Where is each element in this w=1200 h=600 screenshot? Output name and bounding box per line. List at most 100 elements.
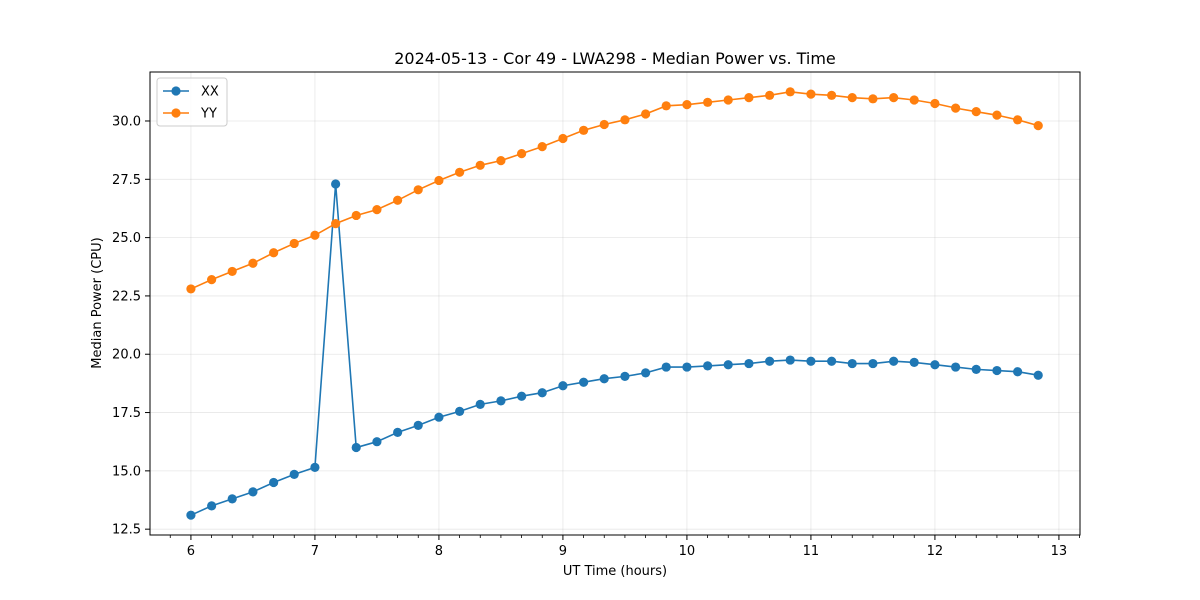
data-point-xx [703,361,713,371]
data-point-yy [227,266,237,277]
data-point-yy [744,93,754,103]
data-point-yy [289,238,299,249]
data-point-xx [744,358,754,369]
y-tick-label: 22.5 [112,289,141,304]
data-point-yy [868,94,878,104]
data-point-xx [992,365,1002,376]
y-tick-label: 20.0 [112,348,141,363]
data-point-yy [847,93,857,103]
data-point-yy [661,101,671,111]
data-point-xx [331,179,341,189]
x-tick-label: 8 [435,544,443,559]
data-point-yy [951,103,961,113]
grid [150,72,1080,535]
data-point-yy [434,175,444,186]
data-point-yy [620,115,630,125]
data-point-yy [806,89,816,99]
data-point-xx [310,462,320,472]
data-point-xx [455,406,465,416]
data-point-yy [496,156,506,166]
x-axis-ticks: 6 7 8 9 10 11 12 13 [169,535,1080,559]
data-point-yy [393,195,403,205]
data-point-yy [992,110,1002,120]
data-point-yy [785,87,795,97]
data-point-xx [682,362,692,372]
data-point-xx [579,377,589,387]
data-point-yy [889,93,899,103]
data-point-xx [806,356,816,366]
data-point-yy [558,133,568,144]
x-axis-label: UT Time (hours) [563,564,667,579]
data-point-xx [641,368,651,378]
data-point-xx [351,442,361,453]
data-point-yy [641,109,651,119]
y-axis-label: Median Power (CPU) [90,237,105,368]
data-point-xx [785,355,795,365]
plot-series [186,87,1043,520]
y-tick-label: 25.0 [112,231,141,246]
legend-marker-yy [171,108,181,118]
x-tick-label: 6 [187,544,195,559]
x-tick-label: 10 [679,544,696,559]
data-point-xx [517,391,527,401]
y-tick-label: 27.5 [112,173,141,188]
data-point-yy [475,160,485,170]
data-point-xx [971,364,981,374]
data-point-xx [827,356,837,366]
x-tick-label: 12 [927,544,944,559]
data-point-yy [765,90,775,100]
data-point-yy [930,98,940,109]
data-point-xx [496,396,506,406]
data-point-xx [868,358,878,369]
data-point-yy [827,90,837,100]
y-tick-label: 17.5 [112,406,141,421]
data-point-xx [1013,367,1023,377]
data-point-xx [661,362,671,372]
data-point-xx [1033,370,1043,380]
x-tick-label: 11 [803,544,820,559]
y-tick-label: 15.0 [112,464,141,479]
data-point-yy [723,95,733,105]
data-point-xx [558,381,568,391]
series-line-yy [190,91,1039,290]
legend-marker-xx [171,86,181,96]
data-point-xx [413,420,423,430]
data-point-xx [227,494,237,504]
data-point-xx [372,437,382,447]
x-tick-label: 9 [559,544,567,559]
data-point-xx [393,427,403,437]
data-point-yy [579,125,589,135]
data-point-xx [207,501,217,511]
data-point-xx [599,374,609,384]
data-point-yy [372,205,382,215]
x-tick-label: 7 [311,544,319,559]
data-point-yy [413,185,423,195]
data-point-xx [186,510,196,520]
data-point-xx [889,356,899,366]
data-point-xx [248,487,258,497]
data-point-xx [537,388,547,398]
data-point-xx [909,357,919,367]
data-point-xx [723,360,733,370]
data-point-yy [599,119,609,130]
data-point-yy [1013,115,1023,125]
data-point-yy [310,230,320,240]
y-tick-label: 12.5 [112,523,141,538]
data-point-yy [703,97,713,107]
data-point-xx [269,477,279,488]
x-tick-label: 13 [1051,544,1068,559]
legend-label-xx: XX [201,85,219,100]
y-tick-label: 30.0 [112,114,141,129]
data-point-xx [620,371,630,381]
chart-title: 2024-05-13 - Cor 49 - LWA298 - Median Po… [394,49,836,68]
y-axis-ticks: 12.5 15.0 17.5 20.0 22.5 25.0 27.5 30.0 [112,114,150,538]
data-point-yy [331,219,341,229]
data-point-yy [682,100,692,110]
data-point-yy [248,258,258,268]
data-point-xx [434,412,444,422]
data-point-xx [847,358,857,369]
data-point-xx [475,399,485,409]
plot-area-frame [149,71,1081,536]
legend: XX YY [156,77,228,127]
